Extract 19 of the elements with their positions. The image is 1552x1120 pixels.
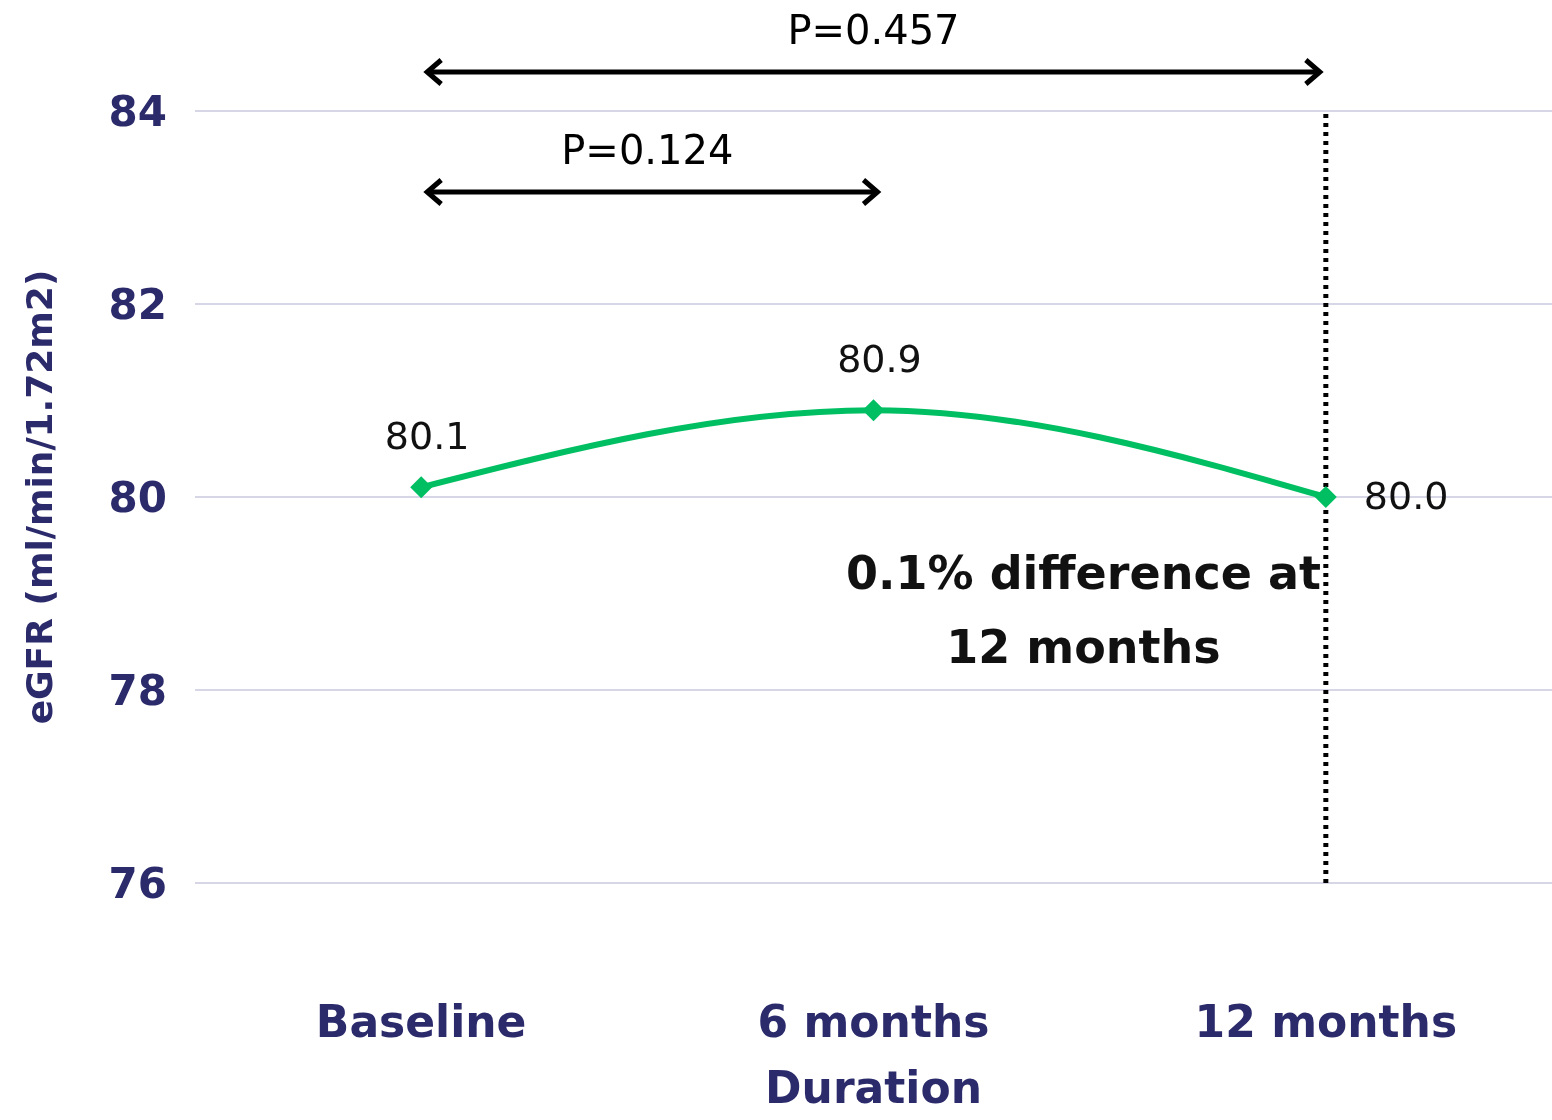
y-axis-title: eGFR (ml/min/1.72m2) — [18, 269, 60, 725]
point — [862, 399, 885, 422]
text: P=0.457 — [787, 7, 960, 53]
data-label: 80.0 — [1363, 474, 1449, 518]
data-label: 80.9 — [837, 337, 922, 382]
x-tick-label: Baseline — [315, 996, 527, 1048]
y-tick-label: 76 — [108, 858, 167, 908]
annotation: P=0.124 — [561, 127, 734, 173]
annotation: 0.1% difference at 12 months — [845, 544, 1322, 676]
x-tick-label: 12 months — [1194, 996, 1458, 1048]
x-axis-title: Duration — [765, 1062, 982, 1113]
y-tick-label: 84 — [108, 86, 167, 136]
point — [1314, 486, 1337, 508]
x-tick-label: 6 months — [757, 996, 990, 1048]
data-label: 80.1 — [384, 414, 470, 459]
y-tick-label: 82 — [108, 279, 167, 329]
y-tick-label: 80 — [108, 472, 167, 522]
y-tick-label: 78 — [108, 665, 167, 715]
point — [410, 476, 433, 499]
